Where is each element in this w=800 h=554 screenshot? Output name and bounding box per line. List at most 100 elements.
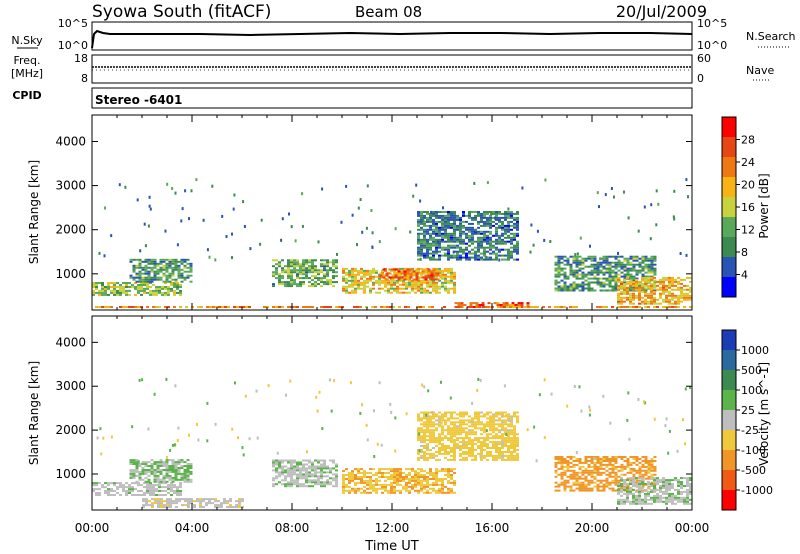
velocity-cell [178, 498, 181, 501]
velocity-cell [617, 483, 620, 485]
velocity-cell [390, 468, 393, 471]
power-cell [584, 257, 588, 260]
power-scatter-point [529, 250, 532, 254]
velocity-cell [158, 494, 161, 496]
velocity-cell [638, 498, 641, 501]
velocity-cell [447, 458, 450, 461]
power-cell [465, 214, 468, 217]
power-cell [462, 252, 465, 255]
velocity-cell [686, 483, 689, 485]
power-cell [477, 220, 480, 223]
velocity-cell [626, 463, 630, 466]
velocity-cell [447, 411, 450, 414]
power-cell [650, 275, 654, 278]
power-cell [281, 275, 284, 278]
power-cell [517, 304, 521, 306]
velocity-cell [572, 481, 576, 484]
power-cell [489, 226, 492, 229]
velocity-cell [513, 439, 516, 442]
power-cell [665, 276, 668, 279]
velocity-cell [486, 458, 489, 461]
power-cell [575, 277, 579, 280]
velocity-cell [174, 469, 178, 471]
velocity-cell [290, 459, 293, 462]
power-cell [363, 289, 366, 292]
velocity-cell [151, 502, 154, 505]
velocity-cell [501, 447, 504, 449]
velocity-cell [426, 419, 429, 422]
velocity-cell [138, 478, 142, 481]
power-cell [671, 278, 674, 281]
power-cell [495, 256, 498, 259]
power-cell [332, 285, 335, 288]
velocity-cell [456, 421, 459, 424]
power-scatter-point [317, 240, 320, 244]
power-cell [459, 240, 462, 243]
power-cell [450, 275, 453, 278]
velocity-cell [378, 472, 381, 474]
power-cell [281, 271, 284, 274]
power-cell [626, 298, 629, 301]
velocity-cell [426, 478, 429, 480]
power-cell [402, 287, 405, 290]
power-cell [403, 270, 407, 273]
velocity-cell [432, 415, 435, 418]
power-colorbar-tick-label: 28 [741, 134, 755, 147]
cpid-value: Stereo -6401 [95, 93, 182, 107]
power-cell [450, 240, 453, 243]
velocity-cell [596, 467, 600, 470]
power-cell [320, 259, 323, 262]
power-cell [485, 306, 488, 308]
power-cell [423, 246, 426, 249]
power-cell [471, 211, 474, 213]
velocity-cell [662, 483, 665, 485]
velocity-cell [348, 491, 351, 494]
velocity-cell [495, 456, 498, 459]
velocity-cell [465, 411, 468, 414]
velocity-scatter-point [333, 379, 336, 383]
power-cell [436, 278, 440, 281]
velocity-cell [471, 449, 474, 451]
power-cell [614, 267, 618, 270]
power-cell [483, 234, 486, 237]
power-cell [489, 244, 492, 247]
velocity-cell [581, 483, 585, 486]
power-cell [623, 257, 627, 260]
power-cell [332, 271, 335, 274]
velocity-cell [335, 469, 338, 472]
velocity-cell [438, 425, 441, 428]
velocity-cell [235, 506, 238, 508]
power-cell [566, 263, 570, 266]
power-cell [170, 287, 173, 290]
velocity-cell [414, 489, 417, 492]
power-cell [453, 224, 456, 227]
power-scatter-point [672, 215, 675, 219]
velocity-cell [129, 476, 133, 479]
velocity-cell [272, 459, 275, 462]
power-cell [468, 240, 471, 243]
velocity-cell [671, 500, 674, 503]
power-cell [498, 212, 501, 215]
power-cell [489, 230, 492, 233]
velocity-cell [504, 451, 507, 453]
velocity-cell [426, 421, 429, 424]
velocity-cell [629, 487, 632, 489]
velocity-cell [638, 469, 642, 472]
velocity-cell [175, 506, 178, 508]
power-scatter-point [623, 190, 625, 194]
velocity-cell [638, 467, 642, 470]
power-cell [149, 286, 152, 288]
power-cell [513, 238, 516, 241]
velocity-scatter-point [405, 412, 408, 416]
power-cell [629, 289, 633, 292]
power-cell [143, 282, 146, 284]
velocity-cell [462, 421, 465, 424]
velocity-cell [462, 441, 465, 444]
velocity-cell [116, 482, 119, 485]
velocity-cell [632, 492, 635, 495]
power-cell [514, 304, 518, 306]
power-cell [164, 291, 167, 294]
power-cell [584, 273, 588, 276]
power-cell [593, 263, 597, 266]
velocity-cell [125, 494, 128, 496]
